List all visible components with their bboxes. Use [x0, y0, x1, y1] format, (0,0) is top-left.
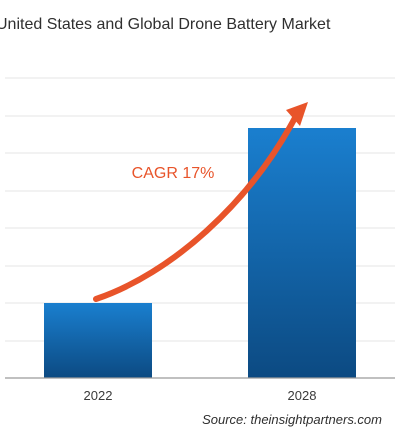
bars: [44, 128, 356, 378]
bar-2028: [248, 128, 356, 378]
cagr-arrow: [93, 111, 300, 302]
x-tick-label-2022: 2022: [84, 388, 113, 403]
cagr-annotation: CAGR 17%: [132, 165, 215, 182]
cagr-arrowhead: [286, 102, 308, 126]
bar-2022: [44, 303, 152, 378]
chart-title: United States and Global Drone Battery M…: [0, 16, 331, 33]
x-tick-labels: 2022 2028: [84, 388, 317, 403]
x-tick-label-2028: 2028: [288, 388, 317, 403]
source-credit: Source: theinsightpartners.com: [202, 412, 382, 427]
